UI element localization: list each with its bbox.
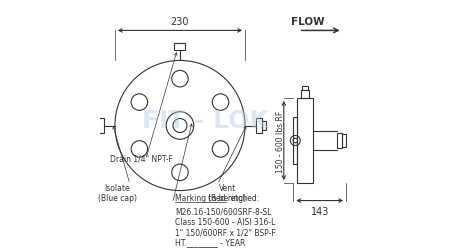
Text: 150 - 600 lbs RF: 150 - 600 lbs RF: [276, 110, 285, 172]
Bar: [94, 121, 98, 131]
Text: HT.________ - YEAR: HT.________ - YEAR: [175, 238, 245, 247]
Text: FLOW: FLOW: [291, 17, 325, 27]
Bar: [302, 87, 308, 91]
Bar: [302, 91, 309, 99]
Bar: [175, 44, 185, 51]
Text: Isolate
(Blue cap): Isolate (Blue cap): [98, 183, 137, 203]
Text: Vent
(Red ring): Vent (Red ring): [208, 183, 247, 203]
Text: 1" 150/600RF x 1/2" BSP-F: 1" 150/600RF x 1/2" BSP-F: [175, 227, 276, 236]
Bar: [256, 119, 262, 133]
Text: FIT - LOK: FIT - LOK: [142, 109, 268, 133]
Bar: [293, 118, 297, 164]
Text: M26.16-150/600SRF-8-SL: M26.16-150/600SRF-8-SL: [175, 206, 271, 215]
Bar: [262, 121, 266, 131]
Text: Class 150-600 - AISI 316-L: Class 150-600 - AISI 316-L: [175, 217, 275, 226]
Bar: [297, 99, 313, 183]
Text: Drain 1/4" NPT-F: Drain 1/4" NPT-F: [110, 154, 173, 163]
Bar: [342, 135, 346, 147]
Bar: [337, 133, 342, 149]
Text: Marking to be etched:: Marking to be etched:: [175, 193, 259, 202]
Text: 230: 230: [171, 17, 189, 27]
Bar: [98, 119, 104, 133]
Text: 143: 143: [310, 206, 329, 216]
